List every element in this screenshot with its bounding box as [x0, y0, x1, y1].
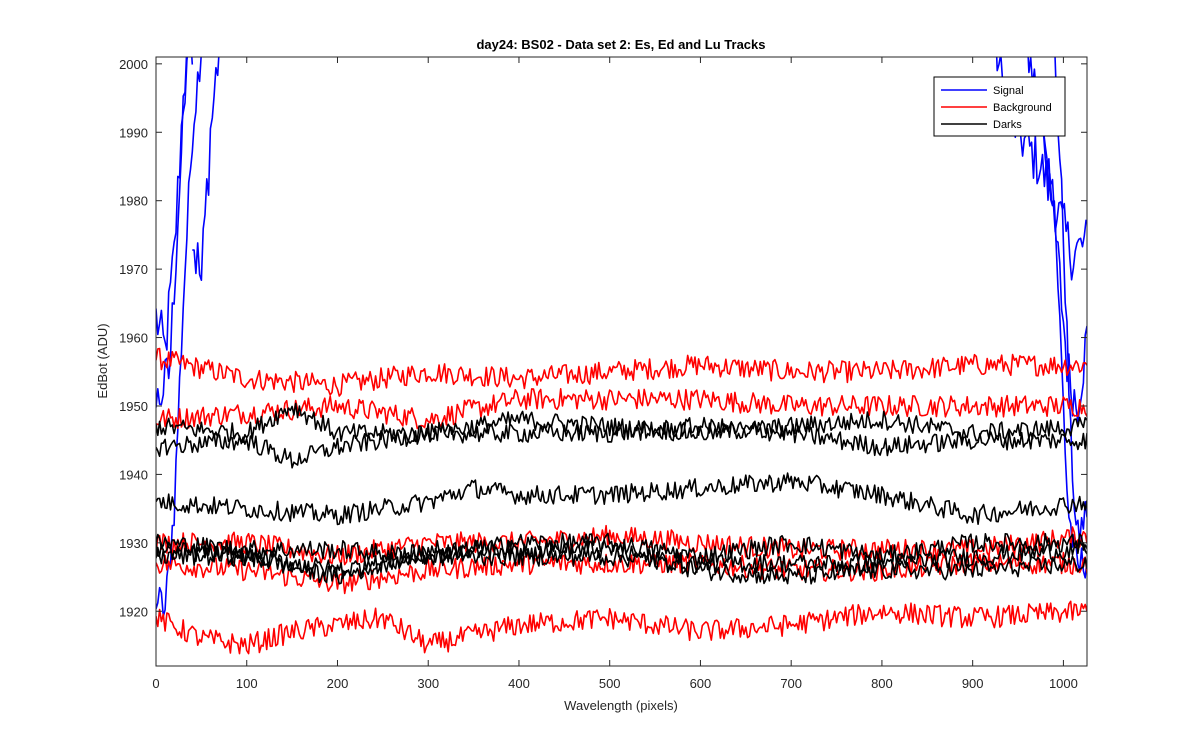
y-tick-label: 1980	[119, 194, 148, 209]
series-line-background	[156, 347, 1087, 397]
x-tick-label: 100	[236, 676, 258, 691]
axes-box	[155, 56, 1088, 667]
x-tick-label: 400	[508, 676, 530, 691]
y-tick-label: 1940	[119, 467, 148, 482]
y-axis: 1920 1930 1940 1950 1960 1970 1980 1990 2000	[119, 57, 1087, 619]
x-tick-label: 1000	[1049, 676, 1078, 691]
x-tick-label: 800	[871, 676, 893, 691]
series-line-signal	[156, 57, 188, 408]
y-tick-label: 1990	[119, 125, 148, 140]
series-line-darks	[156, 472, 1087, 526]
series-line-darks	[156, 402, 1087, 444]
y-tick-label: 1920	[119, 604, 148, 619]
x-axis: 0 100 200 300 400 500 600 700 800 900 1000	[152, 57, 1078, 691]
chart-title: day24: BS02 - Data set 2: Es, Ed and Lu …	[476, 37, 765, 52]
x-tick-label: 900	[962, 676, 984, 691]
series-line-signal	[1035, 96, 1087, 579]
series-line-signal	[995, 57, 1087, 281]
x-tick-label: 300	[417, 676, 439, 691]
series-line-background	[156, 388, 1087, 430]
legend-label-background: Background	[993, 102, 1052, 114]
legend: Signal Background Darks	[933, 76, 1066, 137]
x-tick-label: 500	[599, 676, 621, 691]
x-tick-label: 200	[327, 676, 349, 691]
x-tick-label: 0	[152, 676, 159, 691]
y-tick-label: 2000	[119, 57, 148, 72]
y-tick-label: 1950	[119, 399, 148, 414]
legend-label-signal: Signal	[993, 85, 1024, 97]
y-tick-label: 1960	[119, 331, 148, 346]
series-line-signal	[192, 57, 220, 281]
x-axis-label: Wavelength (pixels)	[564, 698, 678, 713]
y-axis-label: EdBot (ADU)	[95, 323, 110, 398]
y-tick-label: 1970	[119, 262, 148, 277]
series-line-darks	[156, 416, 1087, 469]
y-tick-label: 1930	[119, 536, 148, 551]
x-tick-label: 600	[690, 676, 712, 691]
legend-label-darks: Darks	[993, 119, 1022, 131]
series-line-signal	[1054, 57, 1087, 545]
x-tick-label: 700	[780, 676, 802, 691]
series-line-darks	[156, 532, 1087, 566]
series-line-darks	[156, 539, 1087, 585]
series-line-background	[156, 600, 1087, 655]
